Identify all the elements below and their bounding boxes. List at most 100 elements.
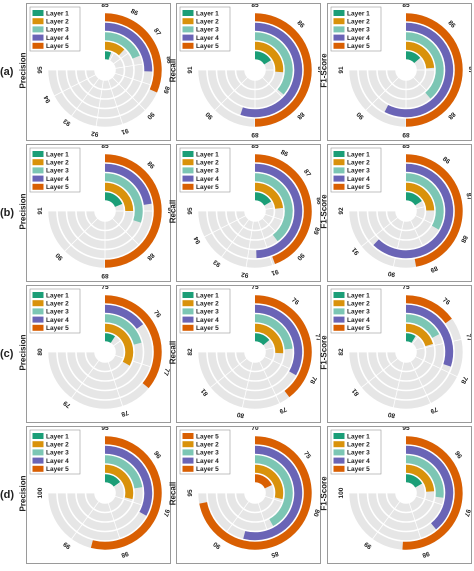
ring-background (86, 333, 124, 371)
legend-swatch (32, 292, 44, 298)
legend-swatch (32, 433, 44, 439)
legend-swatch (333, 457, 345, 464)
legend-label: Layer 1 (46, 10, 69, 17)
legend-label: Layer 3 (46, 450, 69, 457)
bar-layer-5 (405, 154, 463, 267)
legend-swatch (333, 433, 345, 439)
legend-swatch (32, 167, 44, 174)
bar-layer-5 (405, 13, 463, 127)
bar-layer-3 (104, 173, 143, 223)
legend-label: Layer 1 (46, 151, 69, 158)
bar-layer-4 (104, 22, 153, 72)
tick-label: 96 (453, 450, 463, 460)
tick-label: 77 (313, 333, 321, 342)
y-axis-label: F1-Score (319, 194, 329, 229)
bar-layer-3 (254, 314, 293, 350)
tick-label: 88 (314, 197, 321, 206)
legend-swatch (32, 175, 44, 182)
legend-label: Layer 3 (46, 27, 69, 34)
legend-label: Layer 5 (347, 325, 370, 332)
tick-label: 79 (429, 405, 439, 415)
tick-label: 88 (459, 234, 469, 244)
tick-label: 78 (459, 375, 469, 385)
bar-layer-1 (405, 333, 416, 343)
bar-layer-4 (240, 22, 303, 118)
bar-layer-5 (199, 436, 312, 550)
bar-layer-2 (104, 182, 134, 212)
tick-label: 95 (37, 66, 44, 74)
legend-swatch (333, 151, 345, 157)
bar-layer-2 (405, 464, 435, 493)
legend-label: Layer 4 (46, 35, 69, 42)
legend-label: Layer 4 (196, 458, 219, 465)
tick-label: 75 (101, 286, 109, 291)
bar-layer-1 (254, 51, 271, 65)
legend-swatch (182, 42, 194, 49)
grid-line (257, 220, 274, 266)
legend-label: Layer 1 (196, 10, 219, 17)
legend-swatch (182, 457, 194, 464)
legend-swatch (333, 159, 345, 166)
legend-label: Layer 5 (347, 184, 370, 191)
legend-swatch (32, 159, 44, 166)
legend-swatch (333, 449, 345, 456)
legend-label: Layer 4 (46, 317, 69, 324)
legend-swatch (333, 316, 345, 323)
grid-line (365, 76, 400, 111)
legend-swatch (32, 324, 44, 331)
tick-label: 88 (145, 251, 155, 261)
tick-label: 82 (187, 348, 194, 356)
chart-panel: 70 75 80 85 90 95 Layer 5 Layer 2 Layer 3 Layer 4… (176, 426, 321, 564)
tick-label: 85 (270, 550, 279, 559)
legend-label: Layer 4 (347, 317, 370, 324)
legend-label: Layer 1 (347, 292, 370, 299)
legend-label: Layer 1 (196, 292, 219, 299)
legend-swatch (32, 34, 44, 41)
bar-layer-5 (402, 436, 463, 550)
grid-line (220, 218, 250, 258)
legend-label: Layer 4 (196, 317, 219, 324)
legend-swatch (182, 26, 194, 33)
legend-swatch (182, 175, 194, 182)
tick-label: 94 (193, 235, 203, 245)
tick-label: 100 (37, 487, 44, 498)
legend-swatch (182, 441, 194, 448)
legend-swatch (333, 324, 345, 331)
chart-panel: 85 86 87 88 89 90 91 92 93 94 95 Layer 1 Layer 2 Laye… (26, 3, 171, 141)
bar-layer-5 (254, 13, 312, 127)
legend-swatch (182, 10, 194, 16)
grid-line (107, 361, 124, 407)
legend-swatch (32, 300, 44, 307)
legend-label: Layer 2 (196, 19, 219, 26)
grid-line (415, 338, 463, 351)
tick-label: 77 (464, 333, 472, 342)
legend-swatch (333, 308, 345, 315)
tick-label: 89 (162, 85, 171, 94)
tick-label: 98 (120, 550, 129, 559)
tick-label: 91 (120, 127, 129, 136)
bar-layer-1 (104, 333, 116, 344)
grid-line (107, 79, 124, 125)
grid-line (371, 500, 401, 540)
bar-layer-1 (104, 474, 121, 487)
legend-label: Layer 5 (196, 184, 219, 191)
legend-swatch (32, 316, 44, 323)
legend-label: Layer 1 (347, 433, 370, 440)
bar-layer-4 (373, 163, 454, 259)
tick-label: 94 (43, 94, 53, 104)
legend-label: Layer 5 (46, 184, 69, 191)
bar-layer-4 (384, 22, 454, 118)
bar-layer-5 (254, 474, 272, 489)
legend-swatch (333, 42, 345, 49)
bar-layer-1 (405, 474, 423, 488)
